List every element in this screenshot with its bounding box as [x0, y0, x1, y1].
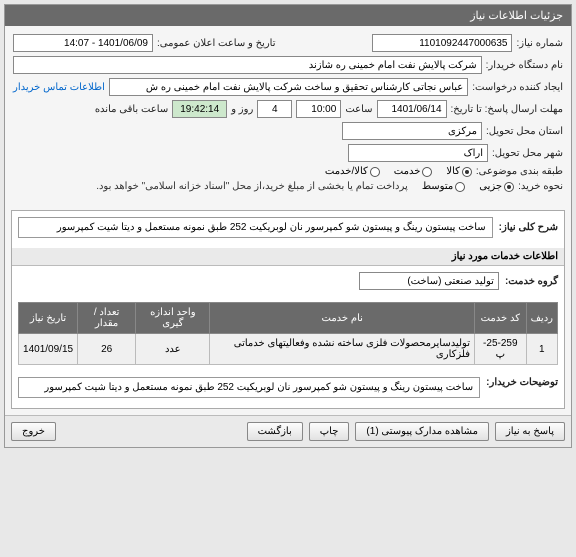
back-button[interactable]: بازگشت [247, 422, 303, 441]
cell-name: تولیدسایرمحصولات فلزی ساخته نشده وفعالیت… [210, 334, 475, 365]
table-row: 1 25-259-پ تولیدسایرمحصولات فلزی ساخته ن… [19, 334, 558, 365]
desc-value: ساخت پیستون رینگ و پیستون شو کمپرسور نان… [18, 217, 493, 238]
buy-method-label: نحوه خرید: [518, 181, 563, 192]
need-number-value: 1101092447000635 [372, 34, 512, 52]
radio-icon [462, 167, 472, 177]
deadline-label: مهلت ارسال پاسخ: تا تاریخ: [451, 104, 563, 115]
city-label: شهر محل تحویل: [492, 148, 563, 159]
deadline-remain-label: ساعت باقی مانده [95, 104, 168, 115]
radio-icon [455, 182, 465, 192]
subject-type-opt-1[interactable]: خدمت [394, 166, 433, 177]
col-name: نام خدمت [210, 303, 475, 334]
announce-date-label: تاریخ و ساعت اعلان عمومی: [157, 38, 276, 49]
col-date: تاریخ نیاز [19, 303, 78, 334]
col-qty: تعداد / مقدار [78, 303, 136, 334]
radio-icon [422, 167, 432, 177]
desc-label: شرح کلی نیاز: [499, 222, 558, 233]
province-label: استان محل تحویل: [486, 126, 563, 137]
cell-unit: عدد [136, 334, 210, 365]
subject-type-opt-2[interactable]: کالا/خدمت [325, 166, 380, 177]
deadline-date: 1401/06/14 [377, 100, 447, 118]
deadline-days: 4 [257, 100, 292, 118]
group-value: تولید صنعتی (ساخت) [359, 272, 499, 290]
city-value: اراک [348, 144, 488, 162]
table-header-row: ردیف کد خدمت نام خدمت واحد اندازه گیری ت… [19, 303, 558, 334]
buyer-name-label: نام دستگاه خریدار: [486, 60, 563, 71]
panel-title: جزئیات اطلاعات نیاز [5, 5, 571, 26]
requester-label: ایجاد کننده درخواست: [472, 82, 563, 93]
cell-qty: 26 [78, 334, 136, 365]
col-code: کد خدمت [475, 303, 527, 334]
deadline-days-label: روز و [231, 104, 253, 115]
form-area: شماره نیاز: 1101092447000635 تاریخ و ساع… [5, 26, 571, 204]
col-unit: واحد اندازه گیری [136, 303, 210, 334]
buyer-note-value: ساخت پیستون رینگ و پیستون شو کمپرسور نان… [18, 377, 480, 398]
exit-button[interactable]: خروج [11, 422, 56, 441]
need-number-label: شماره نیاز: [516, 38, 563, 49]
services-header: اطلاعات خدمات مورد نیاز [12, 248, 564, 266]
deadline-remain: 19:42:14 [172, 100, 227, 118]
buyer-note-label: توضیحات خریدار: [486, 377, 558, 388]
cell-row: 1 [526, 334, 557, 365]
deadline-time-label: ساعت [345, 104, 372, 115]
attach-button[interactable]: مشاهده مدارک پیوستی (1) [355, 422, 489, 441]
contact-link[interactable]: اطلاعات تماس خریدار [13, 82, 105, 93]
need-details-panel: جزئیات اطلاعات نیاز شماره نیاز: 11010924… [4, 4, 572, 448]
cell-code: 25-259-پ [475, 334, 527, 365]
reply-button[interactable]: پاسخ به نیاز [495, 422, 565, 441]
radio-icon [504, 182, 514, 192]
requester-value: عباس نجاتی کارشناس تحقیق و ساخت شرکت پال… [109, 78, 468, 96]
print-button[interactable]: چاپ [309, 422, 350, 441]
buyer-name-value: شرکت پالایش نفت امام خمینی ره شازند [13, 56, 482, 74]
cell-date: 1401/09/15 [19, 334, 78, 365]
button-bar: پاسخ به نیاز مشاهده مدارک پیوستی (1) چاپ… [5, 415, 571, 447]
group-label: گروه خدمت: [505, 276, 558, 287]
announce-date-value: 1401/06/09 - 14:07 [13, 34, 153, 52]
subject-type-label: طبقه بندی موضوعی: [476, 166, 563, 177]
services-table: ردیف کد خدمت نام خدمت واحد اندازه گیری ت… [18, 302, 558, 365]
subject-type-opt-0[interactable]: کالا [446, 166, 472, 177]
col-row: ردیف [526, 303, 557, 334]
buy-method-opt-0[interactable]: جزیی [479, 181, 514, 192]
deadline-time: 10:00 [296, 100, 341, 118]
radio-icon [370, 167, 380, 177]
buy-method-opt-1[interactable]: متوسط [422, 181, 465, 192]
detail-sub-panel: شرح کلی نیاز: ساخت پیستون رینگ و پیستون … [11, 210, 565, 409]
province-value: مرکزی [342, 122, 482, 140]
buy-method-note: پرداخت تمام یا بخشی از مبلغ خرید،از محل … [96, 181, 408, 192]
